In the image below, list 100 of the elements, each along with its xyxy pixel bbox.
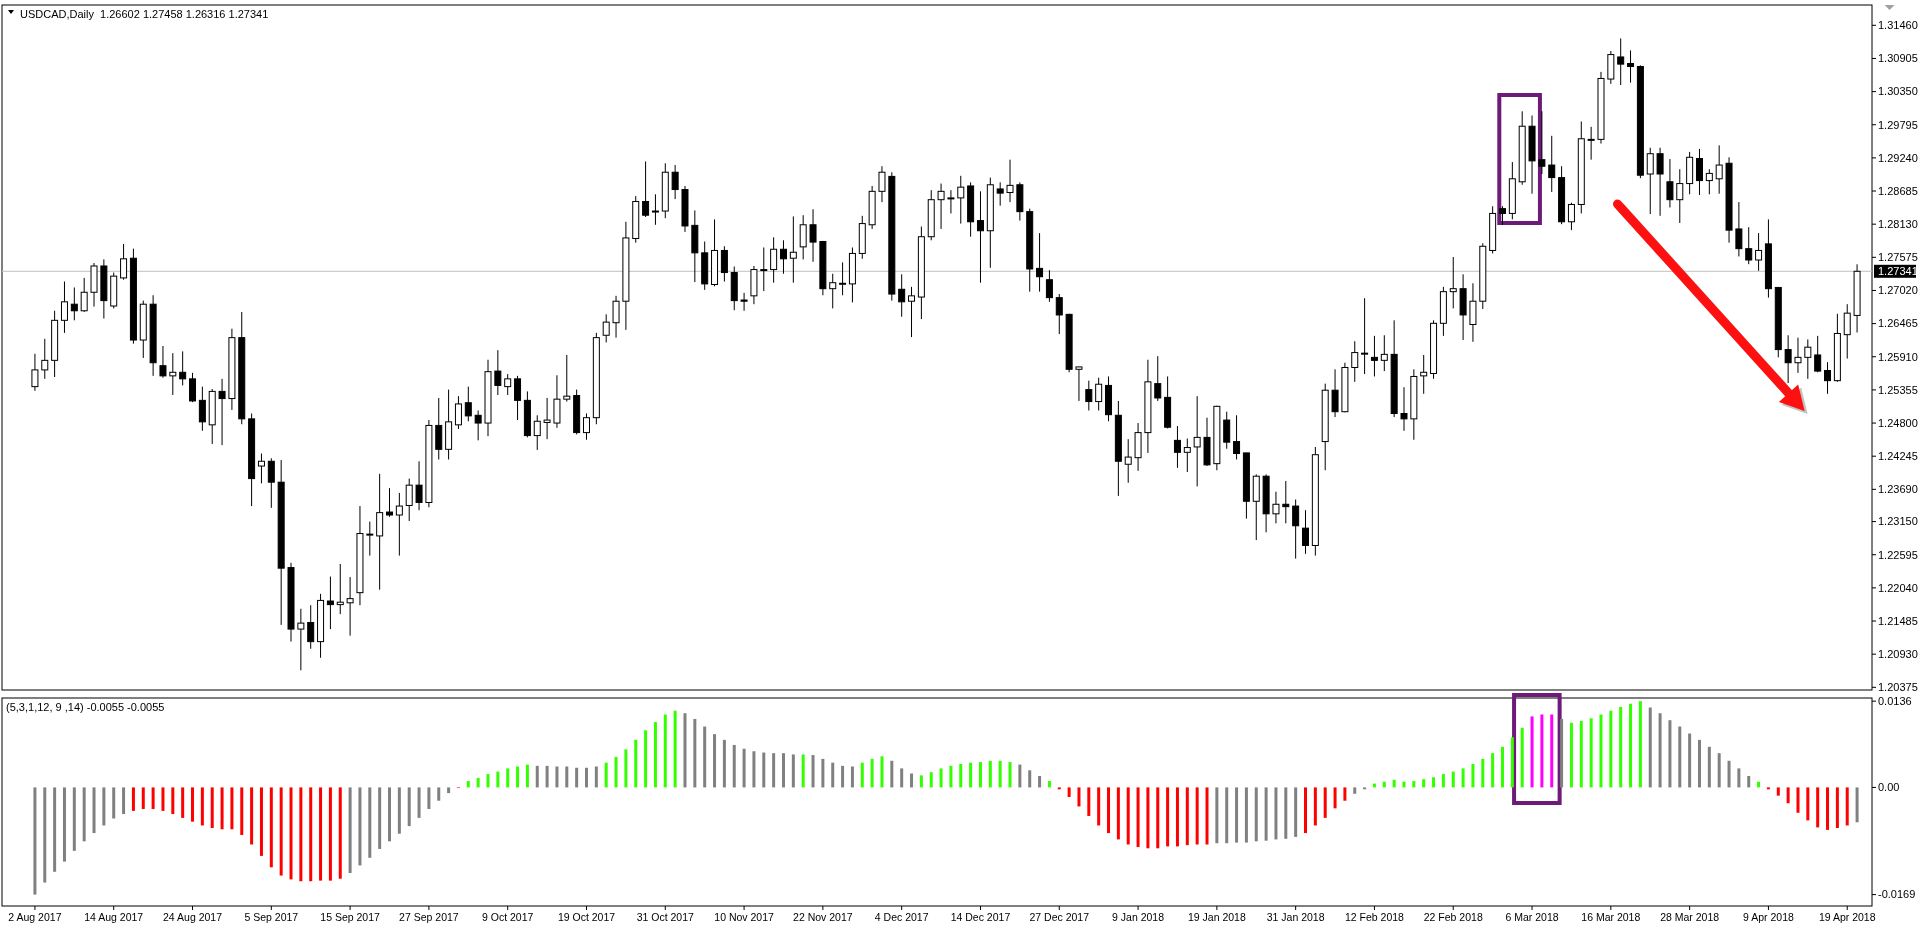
candlestick [1223,411,1231,450]
bar [1018,764,1022,788]
bar [683,713,687,788]
bar [1589,718,1593,788]
candlestick [1735,201,1743,257]
candlestick [1351,340,1359,383]
candlestick [1804,338,1812,380]
x-tick-label: 14 Aug 2017 [84,911,144,923]
bar [998,760,1002,788]
candlestick [169,352,177,396]
candlestick [878,165,886,203]
candlestick [1045,269,1053,303]
candlestick [563,354,571,403]
candlestick [1843,303,1851,360]
bar [850,766,854,788]
bar [604,762,608,788]
candlestick [1302,509,1310,555]
y-tick-label: 1.20930 [1878,648,1918,661]
bar [841,765,845,788]
y-tick-label: 1.22040 [1878,581,1918,594]
x-tick-label: 9 Apr 2018 [1743,911,1794,923]
bar [1579,720,1583,788]
bar [644,730,648,788]
bar [555,766,559,788]
candlestick [159,345,167,379]
candlestick [60,281,68,334]
x-tick-label: 10 Nov 2017 [714,911,775,923]
candlestick [1676,168,1684,224]
bar [1491,753,1495,788]
bar [614,756,618,788]
x-tick-label: 19 Oct 2017 [557,911,616,923]
bar [870,758,874,788]
bar [1747,776,1751,788]
bar [1185,787,1189,846]
x-tick-label: 27 Dec 2017 [1029,911,1090,923]
bar [624,749,628,788]
x-tick-label: 22 Nov 2017 [793,911,853,923]
bar [151,787,155,809]
y-tick-label: 1.28130 [1878,218,1918,231]
bar [388,787,392,842]
candlestick [720,245,728,283]
y-tick-label: 1.27575 [1878,251,1918,264]
bar [250,787,254,845]
candlestick [257,453,265,484]
candlestick [218,378,226,446]
bar [1550,714,1554,788]
bar [358,787,362,866]
bar [328,787,332,881]
bar [929,772,933,788]
candlestick [1814,335,1822,373]
y-tick-label: 0.00 [1878,781,1900,794]
x-tick-label: 14 Dec 2017 [950,911,1011,923]
bar [722,739,726,788]
bar [1786,787,1790,804]
chart-title: (5,3,1,12, 9 ,14) -0.0055 -0.0055 [6,701,165,713]
bar [240,787,244,835]
y-tick-label: 1.29240 [1878,151,1918,164]
candlestick [80,277,88,313]
bar [368,787,372,858]
bar [486,774,490,788]
bar [1067,787,1071,797]
candlestick [809,208,817,263]
bar [791,754,795,788]
bar [811,755,815,788]
candlestick [533,414,541,451]
bar [259,787,263,856]
candlestick [976,190,984,284]
candlestick [553,374,561,429]
y-tick-label: 1.29795 [1878,118,1918,131]
y-tick-label: -0.0169 [1878,888,1916,901]
bar [466,781,470,788]
bar [988,760,992,788]
bar [1097,787,1101,826]
bar [860,762,864,788]
candlestick [1173,425,1181,469]
bar [1116,787,1120,840]
y-tick-label: 1.25910 [1878,350,1918,363]
bar [762,752,766,788]
candlestick [898,273,906,318]
candlestick [1794,337,1802,374]
bar [1688,733,1692,788]
bar [427,787,431,809]
bar [673,710,677,788]
bar [1008,762,1012,788]
bar [1343,787,1347,801]
y-tick-label: 1.24245 [1878,450,1918,463]
candlestick [1154,355,1162,402]
x-tick-label: 28 Mar 2018 [1660,911,1720,923]
bar [1126,787,1130,845]
x-tick-label: 19 Jan 2018 [1187,911,1246,923]
bar [910,773,914,788]
bar [1599,714,1603,788]
y-tick-label: 1.28685 [1878,184,1918,197]
bar [1235,787,1239,843]
candlestick [947,189,955,214]
bar [969,762,973,788]
bar [545,765,549,788]
bar [1313,787,1317,826]
candlestick [1538,110,1546,175]
candlestick [957,175,965,225]
